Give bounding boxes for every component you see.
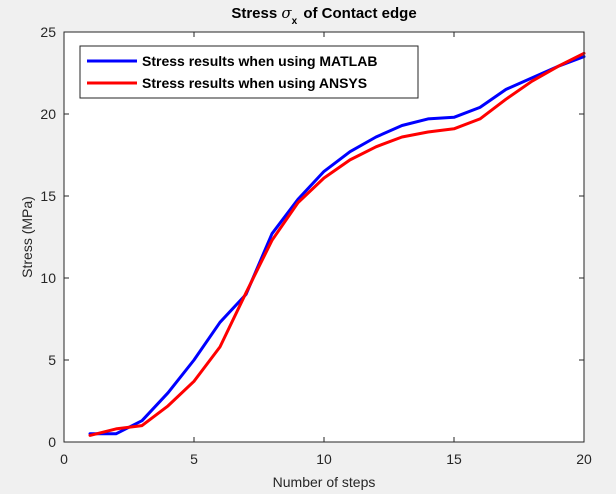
- legend-box: [79, 45, 419, 99]
- y-axis-label: Stress (MPa): [19, 196, 35, 278]
- title-suffix: of Contact edge: [299, 5, 417, 22]
- y-tick-label: 0: [48, 434, 56, 450]
- y-tick-label: 10: [40, 270, 56, 286]
- plot-area: [64, 32, 584, 442]
- x-axis-label: Number of steps: [273, 474, 376, 490]
- series-line-ansys: [88, 51, 586, 437]
- title-symbol: σ: [281, 4, 292, 22]
- legend: Stress results when using MATLAB Stress …: [79, 45, 419, 99]
- title-subscript: x: [292, 16, 298, 27]
- x-tick-label: 10: [316, 451, 332, 467]
- x-tick-label: 15: [446, 451, 462, 467]
- legend-label-ansys: Stress results when using ANSYS: [142, 75, 367, 91]
- legend-label-matlab: Stress results when using MATLAB: [142, 53, 377, 69]
- y-tick-label: 25: [40, 24, 56, 40]
- axes-box: [63, 31, 585, 443]
- y-axis-ticks: 0 5 10 15 20 25: [40, 24, 584, 450]
- y-tick-label: 5: [48, 352, 56, 368]
- x-tick-label: 20: [576, 451, 592, 467]
- y-tick-label: 20: [40, 106, 56, 122]
- series-line-matlab: [88, 55, 586, 436]
- x-axis-ticks: 0 5 10 15 20: [60, 32, 592, 467]
- series-layer: [88, 51, 586, 437]
- title-prefix: Stress: [231, 5, 281, 22]
- x-tick-label: 5: [190, 451, 198, 467]
- y-tick-label: 15: [40, 188, 56, 204]
- chart-title: Stress σx of Contact edge: [231, 4, 416, 27]
- x-tick-label: 0: [60, 451, 68, 467]
